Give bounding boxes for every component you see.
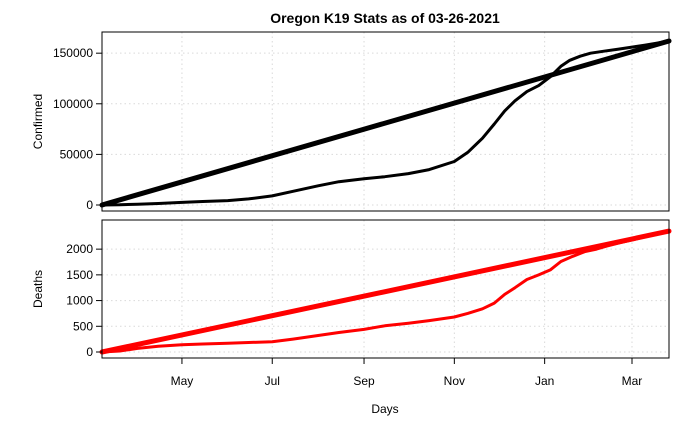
deaths-y-tick-label: 500	[73, 319, 93, 333]
deaths-y-axis-label: Deaths	[31, 270, 45, 308]
x-axis-label: Days	[371, 402, 398, 416]
confirmed-y-tick-label: 0	[86, 198, 93, 212]
x-tick-label: Nov	[444, 374, 465, 388]
confirmed-series-line	[100, 39, 671, 207]
deaths-y-tick-label: 2000	[66, 242, 93, 256]
confirmed-y-tick-label: 50000	[60, 147, 94, 161]
confirmed-y-tick-label: 150000	[53, 46, 93, 60]
x-tick-label: Jan	[535, 374, 554, 388]
confirmed-y-axis-label: Confirmed	[31, 94, 45, 149]
deaths-y-tick-label: 1000	[66, 294, 93, 308]
confirmed-panel-frame	[101, 31, 670, 212]
confirmed-y-tick-label: 100000	[53, 97, 93, 111]
deaths-panel: 0 500 1000 1500 2000 Deaths May Jul Sep Nov Jan Mar	[31, 219, 672, 388]
x-tick-label: Sep	[353, 374, 375, 388]
confirmed-panel: 0 50000 100000 150000 Confirmed	[31, 31, 672, 212]
x-tick-label: May	[171, 374, 194, 388]
chart-title: Oregon K19 Stats as of 03-26-2021	[270, 10, 500, 26]
confirmed-series-line	[99, 38, 672, 208]
x-tick-label: Mar	[622, 374, 643, 388]
deaths-series-line	[99, 228, 672, 355]
deaths-y-tick-label: 0	[86, 345, 93, 359]
x-tick-label: Jul	[265, 374, 280, 388]
deaths-y-tick-label: 1500	[66, 268, 93, 282]
deaths-panel-frame	[101, 219, 670, 359]
chart-panels: 0 50000 100000 150000 Confirmed 0 500 1000 1500 2…	[31, 31, 672, 388]
